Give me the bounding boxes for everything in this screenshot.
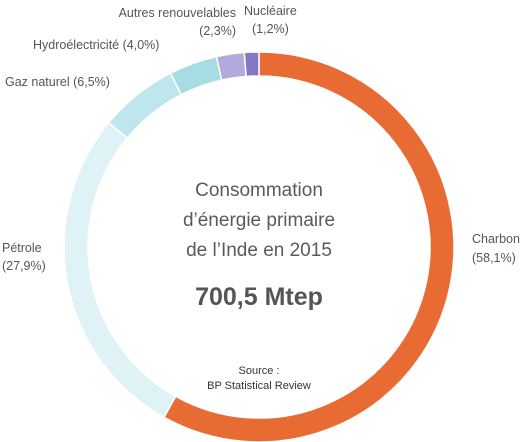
slice-name: Gaz naturel (5, 75, 70, 89)
slice-label-autres-renouvelables: Autres renouvelables (2,3%) (119, 6, 236, 38)
slice-name: Hydroélectricité (33, 38, 119, 52)
slice-label-nucleaire: Nucléaire (1,2%) (244, 4, 297, 36)
donut-slice-hydroelectricite (169, 55, 223, 96)
slice-name: Pétrole (2, 241, 42, 255)
slice-label-charbon: Charbon (58,1%) (472, 232, 520, 265)
slice-label-petrole: Pétrole (27,9%) (2, 241, 46, 273)
donut-slice-autres-renouvelables (215, 51, 247, 82)
chart-title-line-2: d’énergie primaire (183, 210, 335, 231)
donut-slice-petrole (63, 121, 177, 419)
slice-label-hydroelectricite: Hydroélectricité (4,0%) (33, 38, 159, 52)
slice-name: Charbon (472, 232, 520, 246)
chart-title-line-1: Consommation (195, 180, 323, 201)
donut-slices (63, 51, 455, 442)
slice-label-text: Gaz naturel (6,5%) (5, 75, 110, 89)
slice-value: (1,2%) (252, 22, 289, 36)
slice-value: (2,3%) (199, 24, 236, 38)
slice-value: (6,5%) (73, 75, 110, 89)
slice-name: Nucléaire (244, 4, 297, 18)
slice-label-gaz-naturel: Gaz naturel (6,5%) (5, 75, 110, 89)
slice-value: (58,1%) (472, 251, 516, 265)
source-line-2: BP Statistical Review (207, 380, 311, 392)
donut-slice-gaz-naturel (107, 72, 183, 140)
total-value: 700,5 Mtep (195, 283, 323, 311)
chart-title-line-3: de l’Inde en 2015 (186, 240, 332, 261)
slice-value: (4,0%) (123, 38, 160, 52)
slice-name: Autres renouvelables (119, 6, 236, 20)
donut-slice-nucleaire (243, 51, 260, 78)
slice-value: (27,9%) (2, 259, 46, 273)
slice-label-text: Hydroélectricité (4,0%) (33, 38, 159, 52)
source-line-1: Source : (239, 365, 280, 377)
